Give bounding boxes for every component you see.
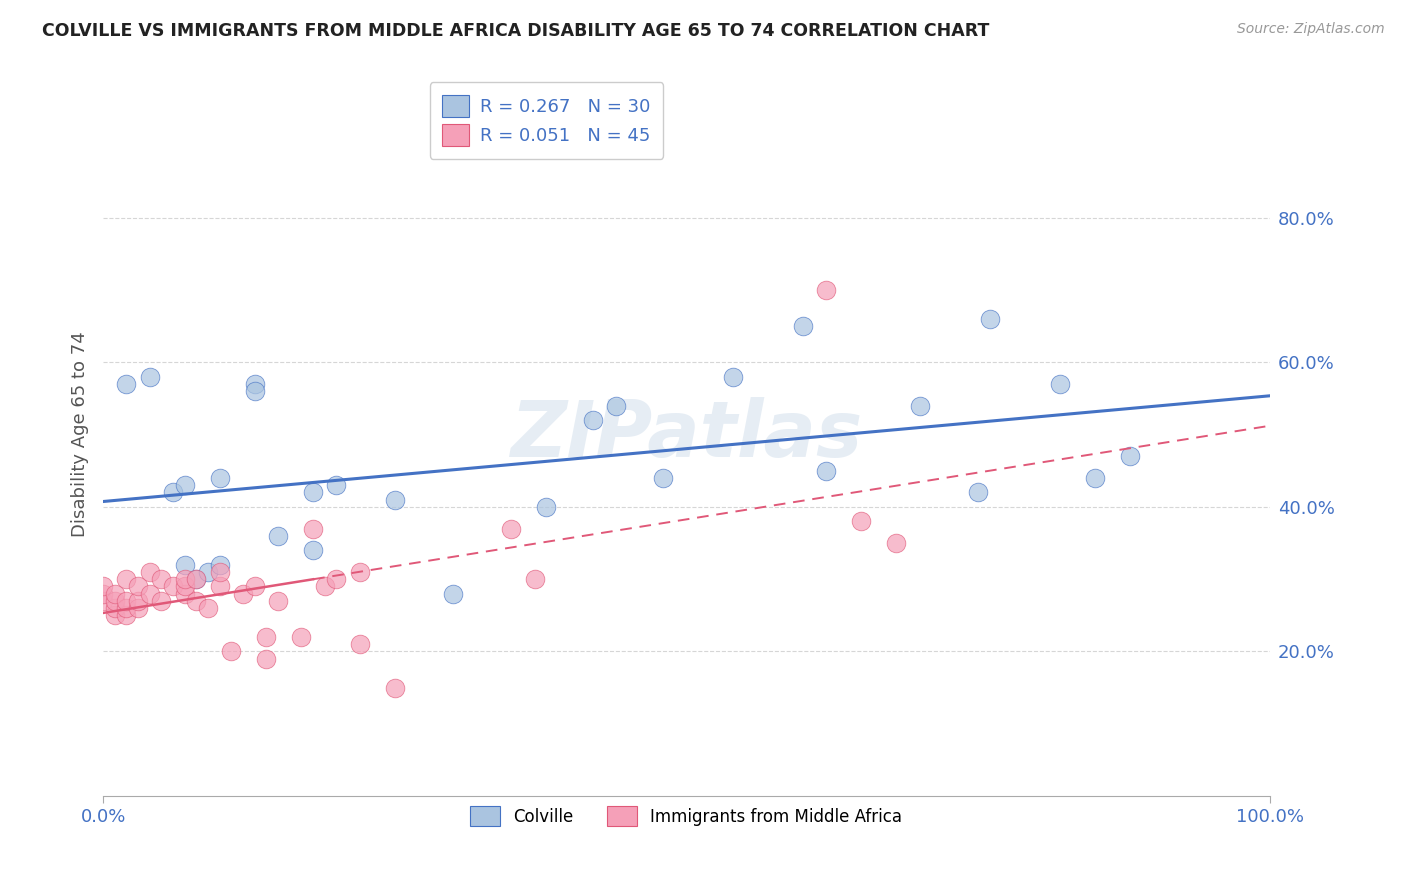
Point (267, 529, 290, 543)
Point (104, 586, 127, 600)
Point (139, 586, 162, 600)
Point (139, 369, 162, 384)
Point (173, 572, 195, 586)
Point (441, 586, 464, 600)
Point (104, 594, 127, 608)
Point (884, 536, 907, 550)
Point (173, 478, 195, 492)
Point (127, 579, 149, 593)
Point (115, 594, 138, 608)
Point (208, 565, 231, 579)
Point (536, 500, 558, 514)
Point (186, 594, 208, 608)
Point (384, 492, 406, 507)
Point (979, 311, 1001, 326)
Point (162, 485, 184, 500)
Point (91, 594, 114, 608)
Point (104, 608, 127, 623)
Point (384, 681, 406, 695)
Point (208, 558, 231, 572)
Point (162, 579, 184, 593)
Point (302, 543, 325, 558)
Point (173, 586, 195, 600)
Point (1049, 376, 1071, 391)
Point (127, 601, 149, 615)
Point (652, 471, 675, 485)
Point (349, 565, 371, 579)
Point (523, 572, 546, 586)
Point (197, 565, 219, 579)
Y-axis label: Disability Age 65 to 74: Disability Age 65 to 74 (72, 332, 89, 537)
Point (967, 485, 990, 500)
Point (815, 464, 838, 478)
Point (91, 586, 114, 600)
Point (221, 644, 243, 658)
Point (208, 471, 231, 485)
Text: ZIPatlas: ZIPatlas (510, 397, 862, 473)
Legend: Colville, Immigrants from Middle Africa: Colville, Immigrants from Middle Africa (463, 797, 911, 835)
Point (208, 579, 231, 593)
Point (605, 399, 627, 413)
Point (721, 369, 744, 384)
Point (851, 514, 873, 528)
Point (115, 608, 138, 623)
Point (254, 651, 277, 665)
Point (115, 572, 138, 586)
Point (197, 601, 219, 615)
Point (243, 376, 266, 391)
Point (91, 579, 114, 593)
Text: COLVILLE VS IMMIGRANTS FROM MIDDLE AFRICA DISABILITY AGE 65 TO 74 CORRELATION CH: COLVILLE VS IMMIGRANTS FROM MIDDLE AFRIC… (42, 22, 990, 40)
Point (815, 283, 838, 297)
Text: Source: ZipAtlas.com: Source: ZipAtlas.com (1237, 22, 1385, 37)
Point (173, 579, 195, 593)
Point (582, 413, 605, 427)
Point (349, 637, 371, 651)
Point (139, 565, 162, 579)
Point (150, 572, 173, 586)
Point (290, 630, 312, 644)
Point (908, 399, 931, 413)
Point (104, 601, 127, 615)
Point (325, 478, 347, 492)
Point (254, 630, 277, 644)
Point (267, 594, 290, 608)
Point (792, 319, 814, 334)
Point (302, 522, 325, 536)
Point (186, 572, 208, 586)
Point (127, 594, 149, 608)
Point (150, 594, 173, 608)
Point (325, 572, 347, 586)
Point (501, 522, 523, 536)
Point (1084, 471, 1107, 485)
Point (115, 376, 138, 391)
Point (115, 601, 138, 615)
Point (314, 579, 336, 593)
Point (232, 586, 254, 600)
Point (186, 572, 208, 586)
Point (243, 579, 266, 593)
Point (173, 558, 195, 572)
Point (243, 384, 266, 399)
Point (1118, 449, 1140, 463)
Point (302, 485, 325, 500)
